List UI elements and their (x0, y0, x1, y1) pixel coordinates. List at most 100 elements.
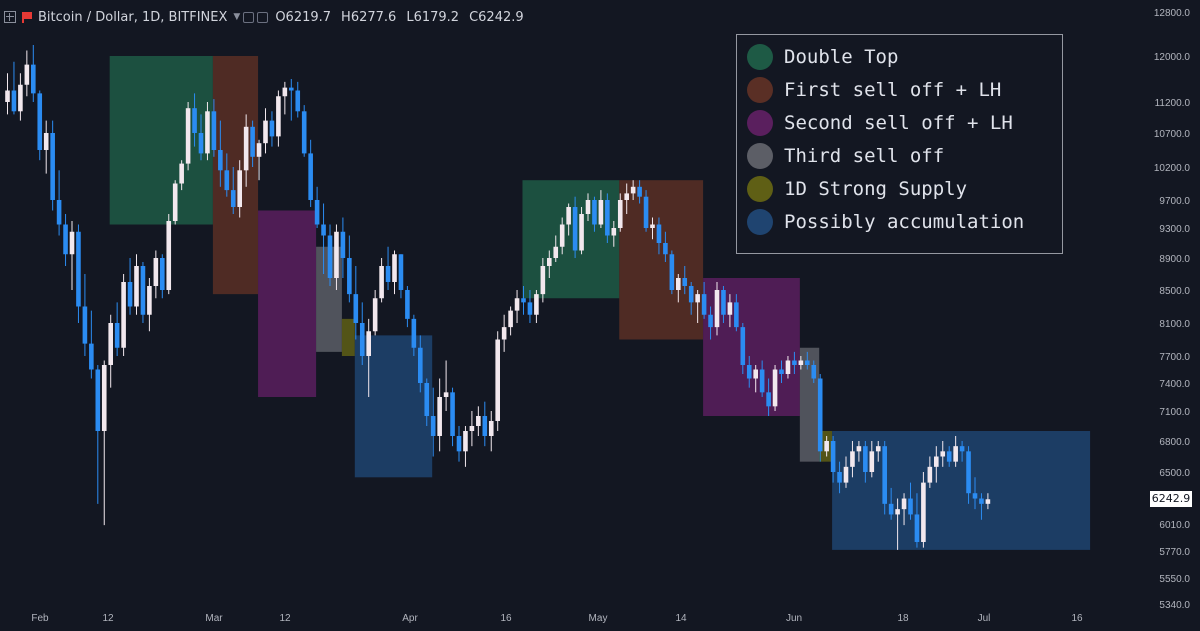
candle (160, 254, 165, 299)
time-axis: Feb 12 Mar 12 Apr 16 May 14 Jun 18 Jul 16 (31, 613, 1083, 624)
candle-body (940, 451, 946, 457)
candle-body (605, 200, 610, 236)
candle (263, 108, 268, 154)
candle-body (759, 369, 765, 393)
candle-body (269, 120, 275, 137)
candle-body (476, 416, 481, 426)
candle (547, 250, 552, 278)
close-value: 6242.9 (478, 9, 524, 25)
candle-body (559, 224, 565, 247)
candle-body (82, 306, 88, 344)
settings-icon[interactable] (257, 11, 269, 23)
x-tick-label: May (589, 613, 608, 624)
candle-body (772, 369, 778, 407)
y-tick-label: 5770.0 (1159, 547, 1190, 558)
candle (837, 461, 842, 494)
candle (276, 90, 281, 147)
candle (456, 426, 462, 462)
candle-body (824, 441, 829, 452)
candle (269, 111, 275, 147)
candle-body (676, 278, 681, 290)
candle (798, 356, 804, 370)
candle-body (856, 446, 862, 452)
candle (682, 266, 688, 295)
candle (534, 290, 539, 323)
candle-body (830, 441, 836, 472)
candle-body (134, 266, 139, 307)
candle (830, 436, 836, 483)
candle (966, 446, 971, 504)
candle-body (959, 446, 965, 452)
candle-body (211, 111, 217, 150)
candle-body (37, 93, 43, 150)
candle-body (624, 193, 629, 200)
y-tick-label: 5550.0 (1159, 574, 1190, 585)
candle-body (779, 369, 784, 374)
candlestick-series (5, 45, 991, 550)
candle-body (198, 133, 204, 154)
candle-body (734, 302, 739, 328)
candle (69, 221, 75, 290)
y-tick-label: 12000.0 (1154, 52, 1191, 63)
candle-body (895, 509, 900, 515)
candle (43, 120, 49, 174)
candle (89, 310, 94, 379)
candle (334, 224, 339, 290)
candle (676, 274, 681, 303)
expand-icon[interactable] (4, 11, 16, 23)
candle (521, 286, 526, 315)
candle-body (979, 498, 984, 504)
candle-body (927, 466, 933, 483)
zone-first-sell-off-lh (212, 56, 259, 295)
visibility-icon[interactable] (243, 11, 255, 23)
candle-body (172, 183, 178, 221)
legend-swatch (747, 175, 773, 202)
candle (598, 190, 604, 228)
candle-body (792, 360, 797, 365)
legend-swatch (747, 109, 773, 136)
candle (727, 294, 733, 328)
candle (147, 278, 152, 332)
candle-body (385, 266, 391, 282)
candle (108, 314, 113, 388)
candle (934, 446, 939, 483)
candle (443, 360, 449, 411)
candle (488, 411, 494, 452)
candle (121, 274, 126, 356)
candle (256, 139, 262, 181)
candle-body (617, 200, 623, 228)
x-tick-label: Mar (205, 613, 223, 624)
legend-item-strong-supply: 1D Strong Supply (747, 172, 1062, 205)
legend-box[interactable]: Double Top First sell off + LH Second se… (736, 34, 1063, 254)
candle-body (31, 64, 36, 94)
candle (153, 250, 159, 299)
high-label: H (341, 9, 351, 25)
candle (24, 50, 30, 97)
chevron-down-icon[interactable]: ▼ (233, 12, 241, 22)
candle (469, 411, 475, 447)
x-tick-label: 14 (675, 613, 687, 624)
y-tick-label: 9300.0 (1159, 224, 1190, 235)
candle-body (572, 207, 578, 251)
y-tick-label: 10700.0 (1154, 129, 1191, 140)
candle-body (585, 200, 591, 214)
candle (179, 160, 184, 191)
candle-body (108, 323, 113, 365)
candle-body (321, 224, 326, 236)
symbol-title[interactable]: Bitcoin / Dollar, 1D, BITFINEX (38, 9, 228, 25)
close-label: C (469, 9, 479, 25)
candle (863, 441, 868, 483)
candle (605, 193, 610, 243)
candle-body (192, 108, 197, 133)
y-tick-label: 5340.0 (1159, 600, 1190, 611)
candle (63, 214, 68, 266)
candle-body (418, 347, 423, 383)
legend-item-third-sell-off: Third sell off (747, 139, 1062, 172)
candle-body (805, 360, 810, 365)
candle (714, 282, 720, 336)
candle-body (95, 369, 101, 431)
candle (101, 360, 107, 526)
candle-body (869, 451, 875, 472)
candle (289, 79, 294, 121)
